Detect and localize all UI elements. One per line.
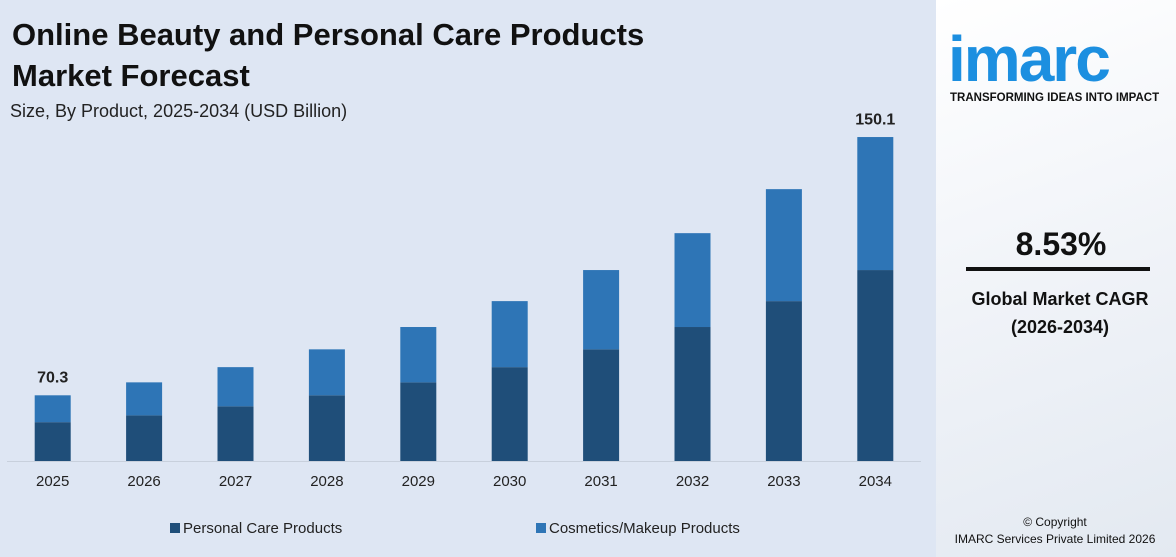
sidebar: [936, 0, 1176, 557]
bar-segment: [34, 422, 71, 461]
logo: imarc: [948, 23, 1111, 95]
x-tick-label: 2029: [402, 473, 435, 490]
bar-segment: [400, 327, 437, 383]
total-label: 150.1: [855, 111, 895, 128]
copyright-text: © Copyright: [1023, 515, 1087, 529]
chart-title: Online Beauty and Personal Care Products…: [12, 17, 645, 93]
bar-segment: [583, 270, 620, 350]
bar-segment: [491, 367, 528, 461]
copyright: © Copyright IMARC Services Private Limite…: [940, 514, 1170, 548]
cagr-label-text: Global Market CAGR: [971, 289, 1149, 309]
bar-segment: [400, 382, 437, 461]
tagline: TRANSFORMING IDEAS INTO IMPACT: [950, 92, 1160, 104]
chart: 2025 70.3 2026 2027 2028 2029 2030 2031 2032 2033…: [7, 111, 921, 537]
total-label: 70.3: [37, 370, 68, 387]
legend-swatch: [536, 523, 546, 533]
bar-segment: [583, 349, 620, 461]
bar-segment: [491, 301, 528, 368]
cagr-period: (2026-2034): [1010, 317, 1110, 337]
x-tick-label: 2031: [584, 473, 617, 490]
bar-segment: [126, 415, 163, 461]
legend-label: Cosmetics/Makeup Products: [549, 520, 740, 537]
divider: [966, 267, 1150, 271]
x-tick-label: 2034: [859, 473, 892, 490]
company: IMARC Services Private Limited 2026: [954, 532, 1156, 546]
x-tick-label: 2025: [36, 473, 69, 490]
x-tick-label: 2032: [676, 473, 709, 490]
bar-segment: [308, 395, 345, 461]
bar-segment: [674, 327, 711, 461]
bar-segment: [308, 349, 345, 396]
chart-subtitle: Size, By Product, 2025-2034 (USD Billion…: [10, 101, 348, 121]
cagr-label: Global Market CAGR (2026-2034): [950, 285, 1170, 341]
bar-segment: [765, 189, 802, 302]
bar-segment: [34, 395, 71, 423]
x-tick-label: 2030: [493, 473, 526, 490]
bar-segment: [674, 233, 711, 328]
bar-segment: [857, 137, 894, 271]
bar-segment: [765, 301, 802, 461]
bar-segment: [217, 406, 254, 461]
bar-segment: [126, 382, 163, 416]
legend-label: Personal Care Products: [183, 520, 342, 537]
x-tick-label: 2028: [310, 473, 343, 490]
x-tick-label: 2033: [767, 473, 800, 490]
legend-swatch: [170, 523, 180, 533]
bar-segment: [857, 270, 894, 461]
cagr-value: 8.53%: [1015, 226, 1107, 262]
x-tick-label: 2026: [127, 473, 160, 490]
bar-segment: [217, 367, 254, 407]
x-tick-label: 2027: [219, 473, 252, 490]
